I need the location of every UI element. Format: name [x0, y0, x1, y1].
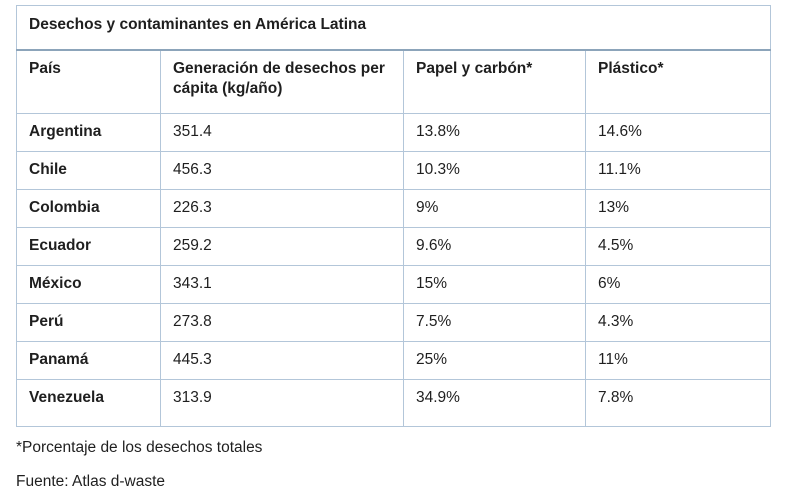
table-row: Venezuela 313.9 34.9% 7.8%: [16, 379, 772, 427]
cell-paper: 10.3%: [403, 151, 586, 190]
cell-paper: 13.8%: [403, 113, 586, 152]
cell-plastic: 13%: [584, 189, 772, 228]
cell-plastic: 4.5%: [584, 227, 772, 266]
cell-paper: 34.9%: [403, 379, 586, 427]
table-title-row: Desechos y contaminantes en América Lati…: [15, 5, 772, 51]
cell-plastic: 14.6%: [584, 113, 772, 152]
table-row: México 343.1 15% 6%: [16, 265, 772, 304]
cell-generation: 259.2: [160, 227, 404, 266]
cell-plastic: 11.1%: [584, 151, 772, 190]
table-row: Panamá 445.3 25% 11%: [16, 341, 772, 380]
table-row: Ecuador 259.2 9.6% 4.5%: [16, 227, 772, 266]
column-header-country: País: [16, 49, 161, 114]
cell-generation: 273.8: [160, 303, 404, 342]
table-row: Colombia 226.3 9% 13%: [16, 189, 772, 228]
cell-country: Perú: [16, 303, 161, 342]
cell-generation: 351.4: [160, 113, 404, 152]
column-header-plastic: Plástico*: [584, 49, 772, 114]
cell-generation: 456.3: [160, 151, 404, 190]
cell-generation: 343.1: [160, 265, 404, 304]
cell-country: Venezuela: [16, 379, 161, 427]
cell-paper: 7.5%: [403, 303, 586, 342]
cell-plastic: 4.3%: [584, 303, 772, 342]
column-header-paper: Papel y carbón*: [403, 49, 586, 114]
table-title: Desechos y contaminantes en América Lati…: [15, 5, 772, 51]
source-note: Fuente: Atlas d-waste: [16, 473, 166, 490]
cell-paper: 9.6%: [403, 227, 586, 266]
cell-generation: 226.3: [160, 189, 404, 228]
footnote-percentages: *Porcentaje de los desechos totales: [16, 439, 263, 456]
cell-paper: 9%: [403, 189, 586, 228]
cell-plastic: 11%: [584, 341, 772, 380]
cell-generation: 313.9: [160, 379, 404, 427]
cell-country: Colombia: [16, 189, 161, 228]
cell-generation: 445.3: [160, 341, 404, 380]
cell-plastic: 6%: [584, 265, 772, 304]
cell-paper: 15%: [403, 265, 586, 304]
cell-country: Argentina: [16, 113, 161, 152]
waste-table: Desechos y contaminantes en América Lati…: [15, 5, 772, 427]
table-row: Perú 273.8 7.5% 4.3%: [16, 303, 772, 342]
table-row: Argentina 351.4 13.8% 14.6%: [16, 113, 772, 152]
cell-paper: 25%: [403, 341, 586, 380]
cell-country: Panamá: [16, 341, 161, 380]
cell-country: Ecuador: [16, 227, 161, 266]
column-header-generation: Generación de desechos per cápita (kg/añ…: [160, 49, 404, 114]
cell-plastic: 7.8%: [584, 379, 772, 427]
table-row: Chile 456.3 10.3% 11.1%: [16, 151, 772, 190]
cell-country: México: [16, 265, 161, 304]
table-header-row: País Generación de desechos per cápita (…: [16, 49, 772, 114]
cell-country: Chile: [16, 151, 161, 190]
